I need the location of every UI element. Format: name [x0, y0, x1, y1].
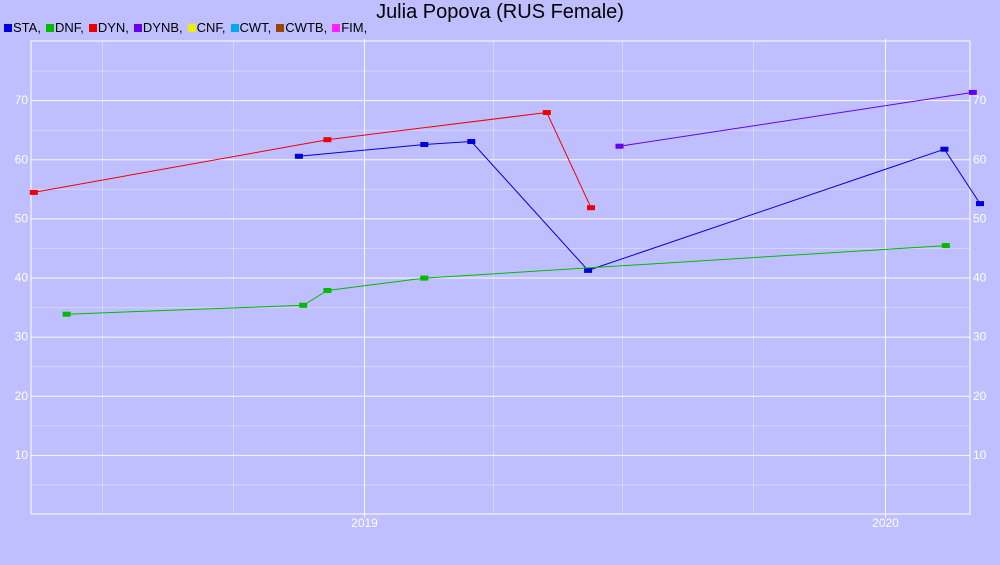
data-point-sta — [420, 142, 429, 147]
y-tick-label-left: 30 — [15, 330, 29, 344]
series-line-dynb — [619, 91, 973, 147]
legend-item-dnf: DNF, — [45, 20, 84, 35]
y-tick-label-right: 30 — [973, 330, 987, 344]
series-line-sta — [298, 140, 981, 271]
data-point-dyn — [542, 110, 551, 115]
legend-label-dyn: DYN, — [97, 20, 129, 35]
y-tick-label-right: 20 — [973, 389, 987, 403]
legend-item-dynb: DYNB, — [133, 20, 183, 35]
data-point-sta — [976, 201, 984, 207]
chart-title: Julia Popova (RUS Female) — [376, 1, 624, 23]
y-tick-label-right: 60 — [973, 152, 987, 166]
series-line-dyn — [33, 111, 592, 208]
legend-label-dynb: DYNB, — [142, 20, 183, 35]
legend-item-sta: STA, — [4, 21, 41, 35]
legend-swatch-cwt — [230, 24, 239, 32]
y-tick-label-right: 40 — [973, 271, 987, 285]
data-point-dnf — [323, 288, 332, 293]
grid — [31, 39, 970, 518]
data-point-dyn — [587, 205, 595, 211]
y-tick-label-right: 70 — [973, 93, 987, 107]
data-point-dnf — [941, 243, 950, 249]
legend-swatch-sta — [4, 24, 12, 32]
y-tick-label-right: 10 — [973, 448, 987, 462]
legend-swatch-fim — [332, 24, 341, 32]
x-tick-label: 2020 — [872, 516, 899, 530]
legend-item-cnf: CNF, — [187, 20, 226, 35]
legend-label-dnf: DNF, — [54, 20, 84, 35]
x-tick-label: 2019 — [351, 516, 378, 530]
data-point-dnf — [62, 311, 71, 317]
series-line-dnf — [66, 245, 946, 315]
legend: STA, DNF, DYN, DYNB, CNF, CWT, CWTB, FIM… — [4, 21, 372, 35]
legend-item-cwtb: CWTB, — [276, 21, 327, 35]
legend-item-cwt: CWT, — [230, 20, 272, 35]
series-layer — [29, 89, 984, 317]
data-point-sta — [467, 139, 476, 144]
y-tick-label-left: 60 — [15, 152, 29, 166]
data-point-dnf — [420, 275, 429, 281]
legend-item-fim: FIM, — [332, 21, 367, 35]
legend-label-cwt: CWT, — [239, 20, 272, 35]
legend-swatch-cwtb — [276, 24, 285, 32]
data-point-dyn — [29, 189, 38, 195]
legend-label-fim: FIM, — [341, 20, 368, 35]
data-point-sta — [584, 267, 593, 273]
y-tick-label-left: 10 — [15, 448, 29, 462]
legend-swatch-dnf — [45, 24, 54, 32]
legend-swatch-dynb — [133, 24, 142, 32]
data-point-sta — [294, 153, 303, 159]
data-point-sta — [940, 146, 949, 152]
data-point-dnf — [299, 302, 308, 308]
plot-frame — [30, 40, 971, 515]
y-tick-label-left: 20 — [15, 389, 29, 403]
legend-label-cwtb: CWTB, — [285, 20, 328, 35]
legend-swatch-cnf — [187, 24, 196, 32]
legend-item-dyn: DYN, — [88, 20, 129, 35]
legend-swatch-dyn — [88, 24, 97, 32]
data-point-dyn — [323, 137, 332, 143]
y-tick-label-left: 70 — [15, 93, 29, 107]
data-point-dynb — [615, 143, 624, 149]
y-tick-label-left: 40 — [15, 271, 29, 285]
data-point-dynb — [968, 89, 977, 95]
legend-label-cnf: CNF, — [196, 20, 226, 35]
y-tick-label-left: 50 — [15, 211, 29, 225]
y-tick-label-right: 50 — [973, 211, 987, 225]
legend-label-sta: STA, — [13, 20, 41, 35]
